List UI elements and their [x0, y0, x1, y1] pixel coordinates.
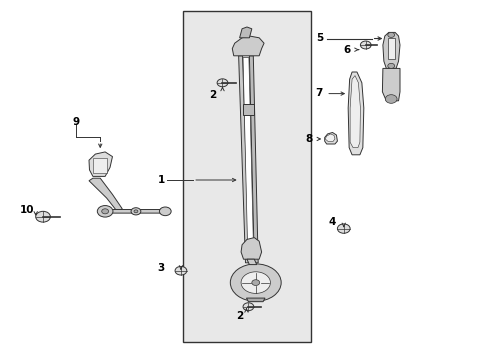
- Text: 10: 10: [20, 205, 35, 215]
- Circle shape: [387, 63, 394, 68]
- Polygon shape: [232, 36, 264, 56]
- Circle shape: [230, 264, 281, 301]
- Polygon shape: [241, 238, 261, 259]
- Polygon shape: [246, 259, 256, 265]
- Polygon shape: [89, 152, 112, 176]
- Text: 8: 8: [305, 134, 312, 144]
- Text: 2: 2: [209, 90, 216, 100]
- Circle shape: [385, 95, 396, 103]
- Polygon shape: [89, 178, 122, 212]
- Text: 2: 2: [236, 311, 243, 321]
- Bar: [183, 11, 310, 342]
- Text: 7: 7: [314, 88, 322, 98]
- Polygon shape: [239, 27, 251, 38]
- Bar: [243, 104, 253, 115]
- Polygon shape: [324, 132, 337, 144]
- Circle shape: [102, 209, 108, 214]
- Polygon shape: [238, 56, 249, 263]
- Text: 4: 4: [327, 217, 335, 228]
- Polygon shape: [349, 76, 360, 148]
- Polygon shape: [246, 298, 264, 302]
- Circle shape: [241, 272, 270, 293]
- Circle shape: [159, 207, 171, 216]
- Polygon shape: [100, 210, 167, 213]
- Text: 5: 5: [315, 33, 322, 43]
- Text: 3: 3: [158, 263, 164, 273]
- Polygon shape: [325, 134, 334, 141]
- Text: 1: 1: [158, 175, 164, 185]
- Circle shape: [36, 211, 50, 222]
- Text: 9: 9: [72, 117, 79, 127]
- Circle shape: [360, 41, 370, 49]
- Circle shape: [387, 32, 394, 37]
- Circle shape: [175, 266, 186, 275]
- Polygon shape: [249, 56, 258, 263]
- Circle shape: [217, 79, 227, 87]
- Text: 6: 6: [343, 45, 350, 55]
- Circle shape: [97, 206, 113, 217]
- Bar: [93, 158, 106, 173]
- Circle shape: [337, 224, 349, 233]
- Polygon shape: [382, 68, 399, 101]
- Polygon shape: [382, 32, 399, 68]
- Circle shape: [243, 303, 253, 311]
- Polygon shape: [347, 72, 363, 155]
- Circle shape: [131, 208, 141, 215]
- Circle shape: [251, 280, 259, 285]
- Circle shape: [134, 210, 138, 213]
- Bar: [387, 38, 394, 59]
- Polygon shape: [243, 58, 253, 261]
